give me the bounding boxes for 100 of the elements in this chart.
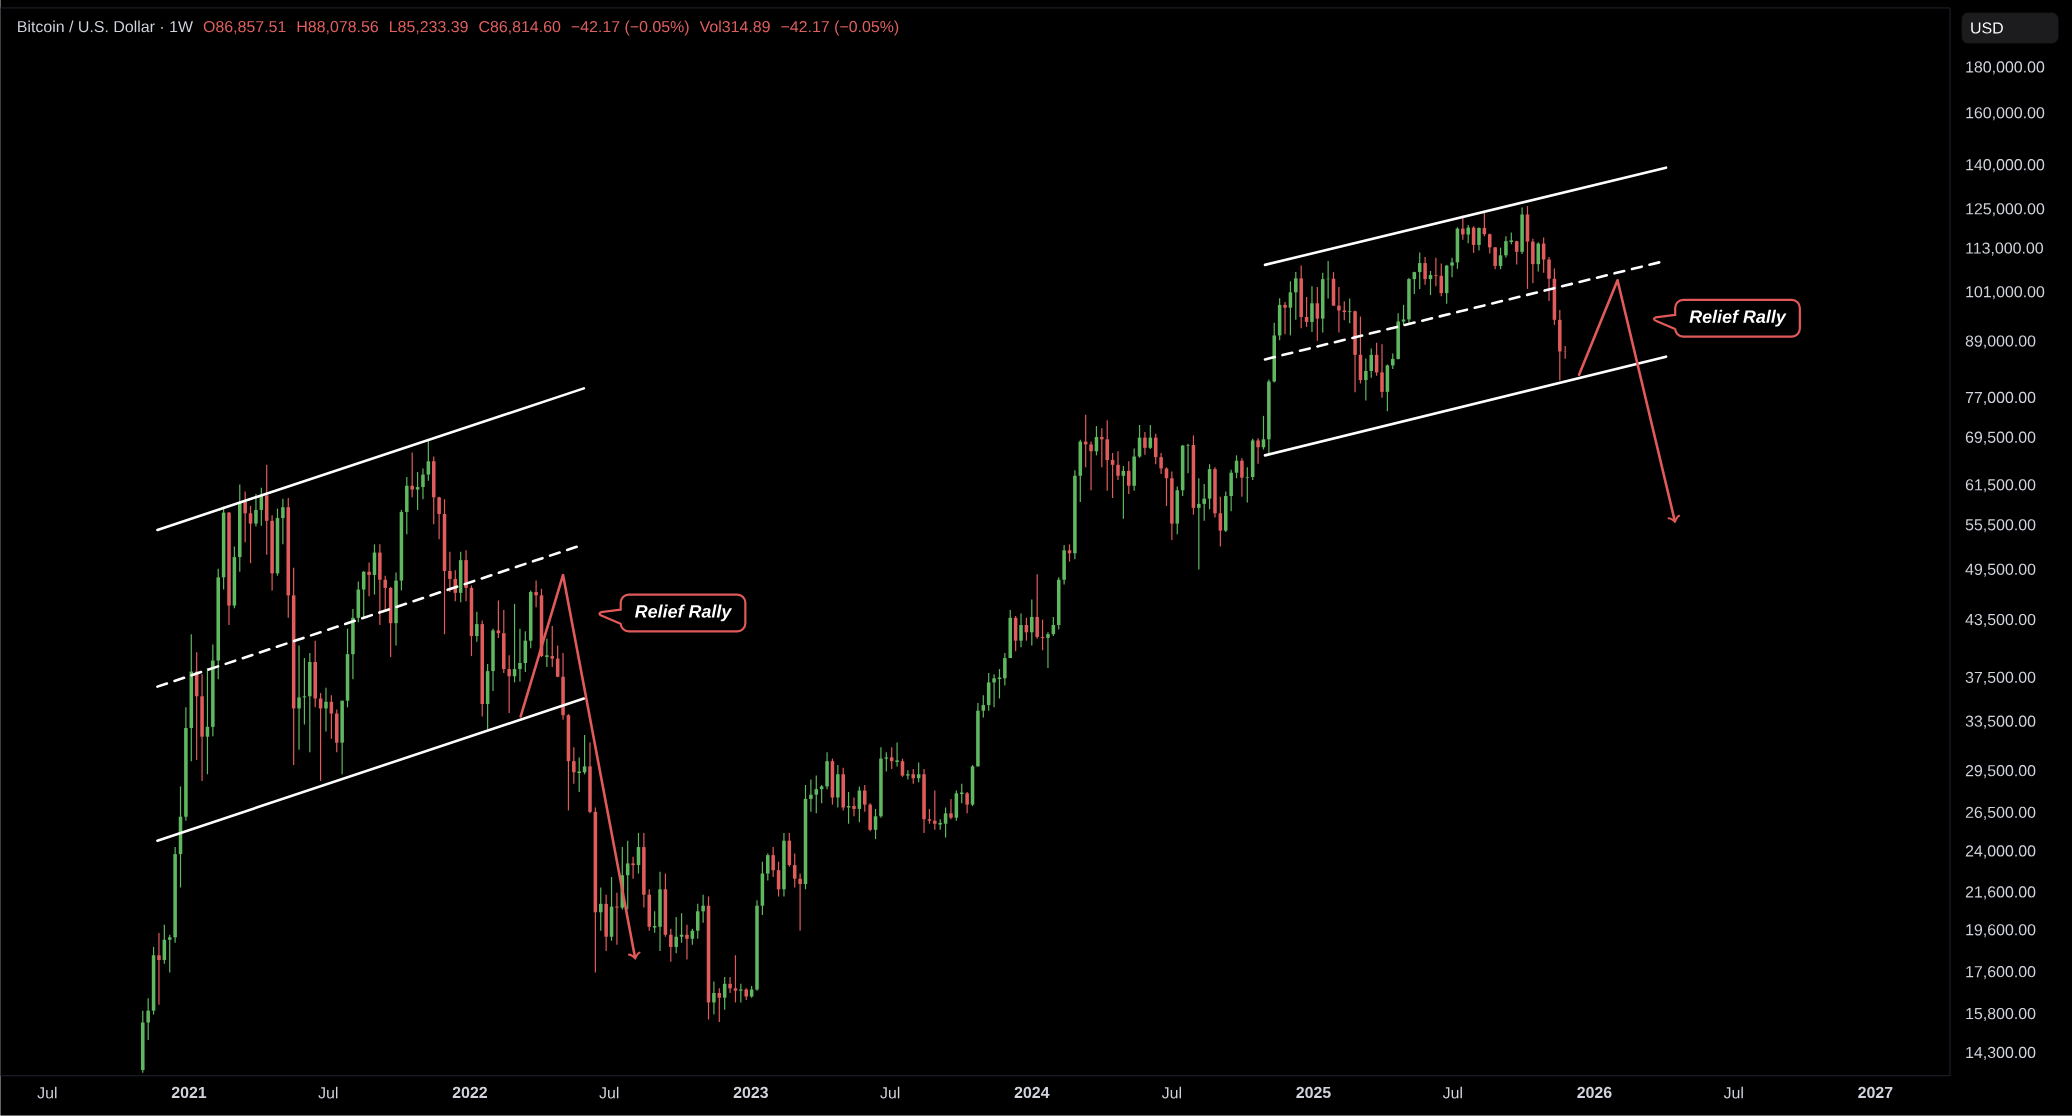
candlestick	[1143, 431, 1147, 456]
x-tick-label: 2024	[1014, 1086, 1050, 1099]
text: Bitcoin / U.S. Dollar · 1W	[18, 20, 193, 33]
candlestick	[1030, 599, 1034, 647]
annotation: Vol314.89	[699, 20, 770, 33]
candlestick	[1089, 441, 1093, 491]
candlestick	[1229, 469, 1233, 512]
candlestick	[1547, 256, 1551, 302]
candlestick	[701, 894, 705, 924]
candlestick	[1401, 304, 1406, 327]
y-tick-label: 49,500.00	[1965, 563, 2036, 577]
annotation: C86,814.60	[479, 21, 561, 35]
candlestick	[1245, 466, 1250, 504]
candlestick	[1100, 427, 1104, 468]
candlestick	[652, 910, 658, 934]
y-tick-label: 180,000.00	[1966, 61, 2045, 75]
y-tick-label: 55,500.00	[1965, 519, 2036, 533]
x-tick-label: Jul	[37, 1086, 57, 1099]
y-tick-label: 21,600.00	[1965, 886, 2036, 900]
y-tick-label: 89,000.00	[1965, 335, 2036, 349]
candlestick	[1531, 238, 1535, 284]
text: USD	[1971, 22, 2003, 34]
candlestick	[550, 625, 555, 668]
candlestick	[1159, 452, 1163, 475]
candlestick	[884, 751, 889, 773]
candlestick	[981, 694, 986, 719]
candlestick	[415, 471, 420, 511]
y-tick-label: 77,000.00	[1965, 391, 2036, 406]
y-tick-label: 125,000.00	[1966, 203, 2045, 217]
candlestick	[1493, 246, 1497, 270]
candlestick	[297, 644, 301, 751]
annotation: −42.17 (−0.05%)	[781, 20, 899, 36]
candlestick	[852, 797, 856, 817]
x-tick-label: 2026	[1577, 1086, 1612, 1099]
candlestick	[534, 580, 538, 608]
candlestick	[1105, 419, 1109, 492]
x-tick-label: Jul	[880, 1086, 900, 1099]
x-tick-label: Jul	[1442, 1086, 1462, 1099]
candlestick	[766, 853, 770, 882]
candlestick	[631, 856, 635, 880]
annotation: −42.17 (−0.05%)	[571, 20, 689, 36]
candlestick	[809, 779, 813, 813]
annotation: H88,078.56	[297, 21, 379, 35]
x-tick-label: 2025	[1296, 1086, 1331, 1099]
y-tick-label: 29,500.00	[1965, 765, 2036, 779]
y-tick-label: 140,000.00	[1966, 159, 2045, 173]
candlestick	[1347, 298, 1352, 324]
candlestick	[1197, 477, 1201, 571]
candlestick	[1127, 460, 1131, 495]
candlestick	[1035, 573, 1039, 640]
candlestick	[685, 924, 689, 961]
candlestick	[1337, 286, 1341, 334]
candlestick	[1342, 300, 1347, 321]
candlestick	[324, 687, 328, 733]
annotation: Relief Rally	[1689, 309, 1787, 327]
candlestick	[507, 654, 511, 714]
candlestick	[863, 784, 867, 813]
candlestick	[836, 764, 840, 809]
x-tick-label: Jul	[318, 1086, 338, 1099]
candlestick	[1019, 612, 1023, 649]
candlestick	[771, 846, 775, 878]
candlestick	[1116, 450, 1120, 481]
candlestick	[1369, 348, 1373, 379]
candlestick	[965, 791, 969, 815]
candlestick	[1240, 457, 1244, 498]
candlestick	[1256, 437, 1260, 465]
y-tick-label: 14,300.00	[1966, 1046, 2036, 1061]
candlestick	[1434, 257, 1438, 287]
candlestick	[889, 746, 894, 770]
candlestick	[475, 611, 479, 643]
candlestick	[410, 451, 414, 499]
candlestick	[1364, 357, 1368, 402]
y-tick-label: 43,500.00	[1965, 614, 2036, 628]
candlestick	[933, 790, 937, 831]
candlestick	[572, 746, 576, 785]
candlestick	[819, 784, 824, 804]
candlestick	[669, 928, 673, 963]
x-tick-label: 2022	[452, 1086, 487, 1099]
x-tick-label: Jul	[1723, 1086, 1743, 1099]
candlestick	[814, 775, 819, 815]
annotation: O86,857.51	[203, 21, 286, 35]
annotation: Relief Rally	[635, 604, 733, 622]
candlestick	[1504, 235, 1508, 259]
y-tick-label: 37,500.00	[1965, 671, 2036, 685]
x-tick-label: Jul	[599, 1086, 619, 1099]
candlestick	[733, 954, 738, 1004]
candlestick	[1283, 301, 1287, 335]
candlestick	[739, 983, 743, 1004]
candlestick	[496, 599, 501, 639]
candlestick	[798, 873, 802, 932]
candlestick	[367, 561, 371, 597]
x-tick-label: 2021	[171, 1086, 207, 1099]
candlestick	[146, 997, 150, 1041]
candlestick	[518, 628, 522, 683]
candlestick	[949, 798, 953, 820]
candlestick	[448, 551, 452, 593]
candlestick	[1461, 214, 1465, 241]
y-tick-label: 33,500.00	[1965, 715, 2036, 729]
candlestick	[281, 498, 285, 546]
candlestick	[248, 505, 253, 564]
